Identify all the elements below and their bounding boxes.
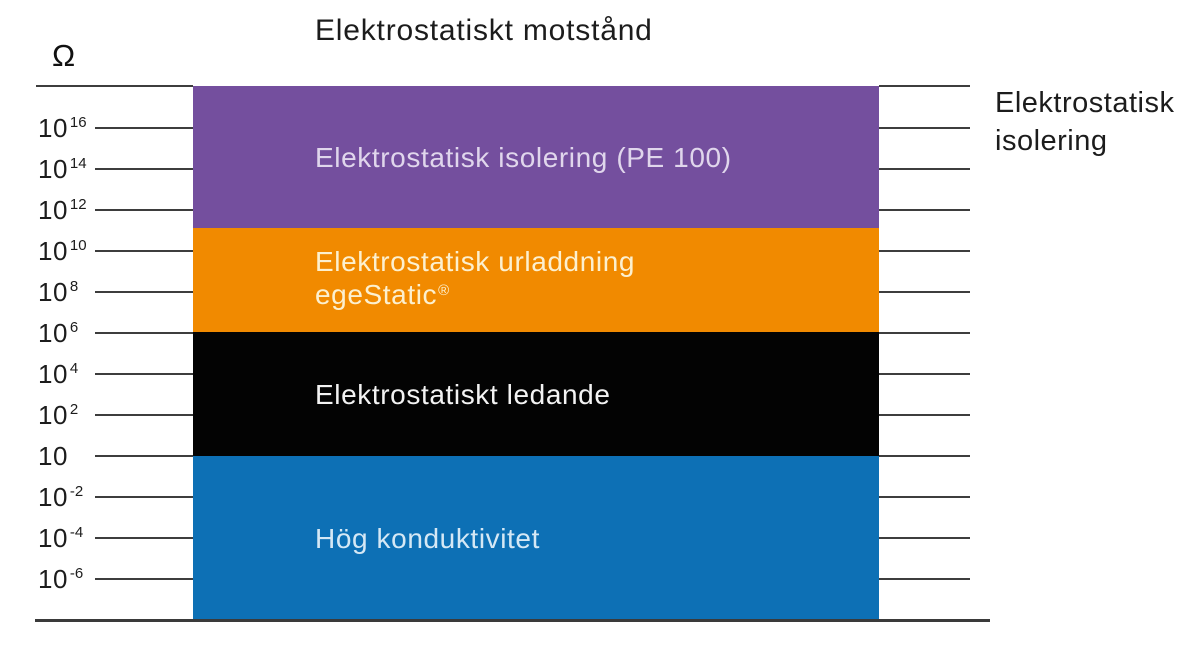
tick-exponent: 4 [69,360,79,377]
tick-base: 10 [38,359,68,389]
y-tick-label-10e2: 10 2 [38,398,78,432]
tick-exponent: 12 [69,196,87,213]
tick-base: 10 [38,564,68,594]
resistance-band-bar: Elektrostatisk isolering (PE 100) Elektro… [193,86,879,620]
tick-exponent: 6 [69,319,79,336]
tick-base: 10 [38,113,68,143]
y-tick-label-10e12: 10 12 [38,193,87,227]
y-tick-line-right-10e14 [879,168,970,170]
band-hog-konduktivitet: Hög konduktivitet [193,456,879,620]
y-tick-line-right-10e-6 [879,578,970,580]
y-tick-line-right-10e16 [879,127,970,129]
tick-exponent: 8 [69,278,79,295]
chart-title: Elektrostatiskt motstånd [315,14,653,47]
y-tick-label-10e-4: 10 -4 [38,521,83,555]
y-tick-line-left-10e14 [95,168,193,170]
tick-base: 10 [38,195,68,225]
tick-base: 10 [38,400,68,430]
y-tick-line-left-10e8 [95,291,193,293]
band-elektrostatisk-urladdning: Elektrostatisk urladdning egeStatic® [193,228,879,332]
tick-exponent: 10 [69,237,87,254]
band-label-elektrostatisk-isolering: Elektrostatisk isolering (PE 100) [315,141,732,173]
y-tick-line-left-10e-4 [95,537,193,539]
y-tick-line-right-10e-2 [879,496,970,498]
tick-exponent: 2 [69,401,79,418]
y-tick-line-left-10e6 [95,332,193,334]
right-annotation: Elektrostatisk isolering [995,84,1174,160]
y-tick-line-right-10e1 [879,455,970,457]
y-tick-line-left-10e1 [95,455,193,457]
axis-top-line-right [879,85,970,87]
y-tick-line-right-10e-4 [879,537,970,539]
y-tick-label-10e4: 10 4 [38,357,78,391]
y-tick-line-left-10e10 [95,250,193,252]
registered-trademark-symbol: ® [438,281,450,299]
tick-base: 10 [38,318,68,348]
tick-base: 10 [38,277,68,307]
tick-base: 10 [38,482,68,512]
y-tick-line-right-10e8 [879,291,970,293]
tick-base: 10 [38,523,68,553]
axis-top-line-left [36,85,193,87]
y-tick-label-10e8: 10 8 [38,275,78,309]
tick-exponent: 14 [69,155,87,172]
band-elektrostatisk-isolering: Elektrostatisk isolering (PE 100) [193,86,879,228]
axis-bottom-line [35,619,990,622]
tick-base: 10 [38,236,68,266]
tick-exponent: 16 [69,114,87,131]
y-tick-line-left-10e2 [95,414,193,416]
right-annotation-line1: Elektrostatisk [995,87,1175,119]
band-label-hog-konduktivitet: Hög konduktivitet [315,522,540,554]
y-axis-unit-label: Ω [52,38,76,73]
tick-exponent: -2 [69,483,84,500]
y-tick-label-10e-6: 10 -6 [38,562,83,596]
y-tick-label-10e-2: 10 -2 [38,480,83,514]
y-tick-line-right-10e12 [879,209,970,211]
y-tick-line-right-10e6 [879,332,970,334]
band-label2-elektrostatisk-urladdning: egeStatic® [315,278,450,310]
y-tick-line-right-10e2 [879,414,970,416]
y-tick-label-10e6: 10 6 [38,316,78,350]
y-tick-line-left-10e12 [95,209,193,211]
y-tick-line-left-10e16 [95,127,193,129]
tick-exponent: -4 [69,524,84,541]
y-tick-label-10e14: 10 14 [38,152,87,186]
y-tick-line-left-10e-6 [95,578,193,580]
y-tick-line-left-10e-2 [95,496,193,498]
y-tick-label-10e1: 10 [38,439,68,473]
y-tick-line-right-10e4 [879,373,970,375]
y-tick-label-10e10: 10 10 [38,234,87,268]
y-tick-line-left-10e4 [95,373,193,375]
y-tick-label-10e16: 10 16 [38,111,87,145]
y-tick-line-right-10e10 [879,250,970,252]
right-annotation-line2: isolering [995,125,1108,157]
tick-base: 10 [38,441,68,471]
band-elektrostatiskt-ledande: Elektrostatiskt ledande [193,332,879,456]
band-label-elektrostatiskt-ledande: Elektrostatiskt ledande [315,378,611,410]
tick-exponent: -6 [69,565,84,582]
tick-base: 10 [38,154,68,184]
band-label-elektrostatisk-urladdning: Elektrostatisk urladdning [315,245,636,277]
